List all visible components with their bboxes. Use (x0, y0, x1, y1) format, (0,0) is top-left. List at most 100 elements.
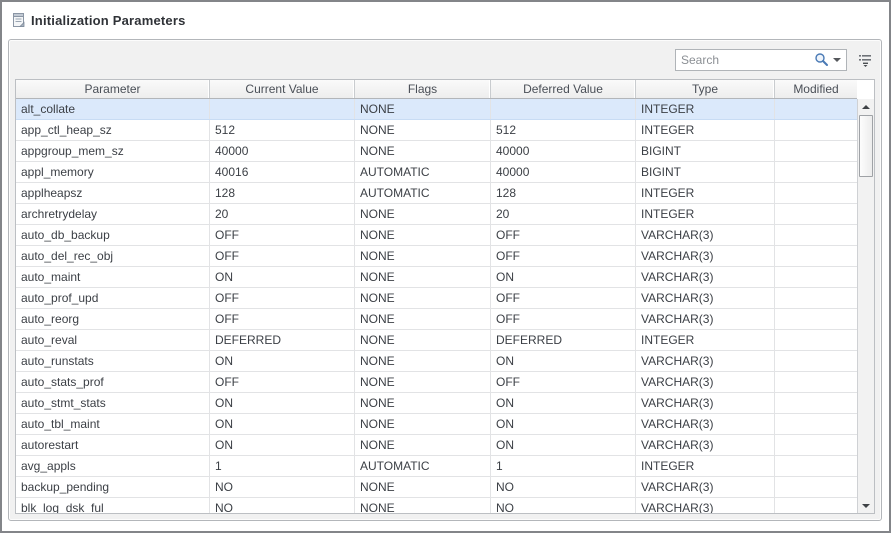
parameters-grid: Parameter Current Value Flags Deferred Valu… (15, 79, 875, 514)
cell-current: ON (210, 393, 355, 413)
table-row[interactable]: auto_tbl_maint ON NONE ON VARCHAR(3) (16, 414, 857, 435)
cell-type: INTEGER (636, 456, 775, 476)
search-input[interactable] (681, 52, 813, 67)
table-row[interactable]: auto_reorg OFF NONE OFF VARCHAR(3) (16, 309, 857, 330)
table-row[interactable]: auto_prof_upd OFF NONE OFF VARCHAR(3) (16, 288, 857, 309)
cell-parameter: appgroup_mem_sz (16, 141, 210, 161)
page-title: Initialization Parameters (31, 12, 186, 28)
table-row[interactable]: auto_maint ON NONE ON VARCHAR(3) (16, 267, 857, 288)
cell-parameter: auto_stats_prof (16, 372, 210, 392)
cell-deferred (491, 99, 636, 119)
cell-flags: NONE (355, 414, 491, 434)
table-row[interactable]: alt_collate NONE INTEGER (16, 99, 857, 120)
scrollbar-thumb[interactable] (859, 115, 873, 177)
table-row[interactable]: archretrydelay 20 NONE 20 INTEGER (16, 204, 857, 225)
cell-parameter: auto_del_rec_obj (16, 246, 210, 266)
cell-parameter: auto_reval (16, 330, 210, 350)
table-row[interactable]: auto_db_backup OFF NONE OFF VARCHAR(3) (16, 225, 857, 246)
cell-deferred: OFF (491, 246, 636, 266)
cell-modified (775, 267, 857, 287)
table-row[interactable]: auto_reval DEFERRED NONE DEFERRED INTEGER (16, 330, 857, 351)
cell-deferred: 40000 (491, 141, 636, 161)
table-row[interactable]: auto_stats_prof OFF NONE OFF VARCHAR(3) (16, 372, 857, 393)
cell-modified (775, 351, 857, 371)
cell-parameter: auto_prof_upd (16, 288, 210, 308)
cell-type: BIGINT (636, 141, 775, 161)
cell-modified (775, 498, 857, 513)
cell-parameter: blk_log_dsk_ful (16, 498, 210, 513)
cell-type: VARCHAR(3) (636, 372, 775, 392)
column-header-modified[interactable]: Modified (793, 82, 839, 96)
column-chooser-icon[interactable] (856, 51, 873, 68)
table-row[interactable]: auto_runstats ON NONE ON VARCHAR(3) (16, 351, 857, 372)
scroll-down-button[interactable] (858, 498, 874, 513)
cell-deferred: NO (491, 477, 636, 497)
cell-current: OFF (210, 288, 355, 308)
cell-current: OFF (210, 372, 355, 392)
cell-flags: NONE (355, 372, 491, 392)
cell-current (210, 99, 355, 119)
cell-deferred: ON (491, 414, 636, 434)
cell-parameter: auto_reorg (16, 309, 210, 329)
cell-parameter: archretrydelay (16, 204, 210, 224)
table-row[interactable]: appgroup_mem_sz 40000 NONE 40000 BIGINT (16, 141, 857, 162)
cell-parameter: auto_runstats (16, 351, 210, 371)
cell-flags: NONE (355, 498, 491, 513)
cell-modified (775, 393, 857, 413)
cell-modified (775, 99, 857, 119)
grid-toolbar (9, 40, 881, 79)
cell-parameter: alt_collate (16, 99, 210, 119)
cell-type: VARCHAR(3) (636, 309, 775, 329)
search-box[interactable] (675, 48, 847, 71)
cell-modified (775, 456, 857, 476)
cell-flags: AUTOMATIC (355, 183, 491, 203)
table-row[interactable]: blk_log_dsk_ful NO NONE NO VARCHAR(3) (16, 498, 857, 513)
scroll-up-button[interactable] (858, 99, 874, 114)
cell-type: VARCHAR(3) (636, 225, 775, 245)
cell-current: ON (210, 435, 355, 455)
column-header-type[interactable]: Type (636, 80, 775, 98)
cell-modified (775, 225, 857, 245)
table-row[interactable]: auto_stmt_stats ON NONE ON VARCHAR(3) (16, 393, 857, 414)
vertical-scrollbar[interactable] (857, 99, 874, 513)
cell-modified (775, 183, 857, 203)
cell-type: VARCHAR(3) (636, 435, 775, 455)
table-row[interactable]: app_ctl_heap_sz 512 NONE 512 INTEGER (16, 120, 857, 141)
cell-deferred: 1 (491, 456, 636, 476)
cell-flags: NONE (355, 330, 491, 350)
cell-modified (775, 414, 857, 434)
cell-parameter: appl_memory (16, 162, 210, 182)
cell-flags: NONE (355, 477, 491, 497)
cell-deferred: ON (491, 435, 636, 455)
cell-deferred: OFF (491, 288, 636, 308)
cell-deferred: 512 (491, 120, 636, 140)
cell-modified (775, 162, 857, 182)
cell-current: 128 (210, 183, 355, 203)
column-header-current-value[interactable]: Current Value (210, 80, 355, 98)
cell-deferred: OFF (491, 309, 636, 329)
cell-deferred: 20 (491, 204, 636, 224)
cell-parameter: avg_appls (16, 456, 210, 476)
cell-deferred: NO (491, 498, 636, 513)
cell-current: NO (210, 498, 355, 513)
cell-flags: NONE (355, 141, 491, 161)
cell-flags: AUTOMATIC (355, 456, 491, 476)
table-row[interactable]: auto_del_rec_obj OFF NONE OFF VARCHAR(3) (16, 246, 857, 267)
column-header-parameter[interactable]: Parameter (16, 80, 210, 98)
table-row[interactable]: avg_appls 1 AUTOMATIC 1 INTEGER (16, 456, 857, 477)
column-header-deferred-value[interactable]: Deferred Value (491, 80, 636, 98)
cell-type: INTEGER (636, 330, 775, 350)
chevron-down-icon[interactable] (833, 57, 841, 62)
cell-flags: AUTOMATIC (355, 162, 491, 182)
table-row[interactable]: backup_pending NO NONE NO VARCHAR(3) (16, 477, 857, 498)
cell-flags: NONE (355, 393, 491, 413)
magnifier-icon[interactable] (813, 52, 829, 68)
table-row[interactable]: appl_memory 40016 AUTOMATIC 40000 BIGINT (16, 162, 857, 183)
cell-deferred: 40000 (491, 162, 636, 182)
column-header-flags[interactable]: Flags (355, 80, 491, 98)
cell-flags: NONE (355, 288, 491, 308)
parameters-document-icon (10, 12, 27, 29)
table-row[interactable]: autorestart ON NONE ON VARCHAR(3) (16, 435, 857, 456)
table-row[interactable]: applheapsz 128 AUTOMATIC 128 INTEGER (16, 183, 857, 204)
